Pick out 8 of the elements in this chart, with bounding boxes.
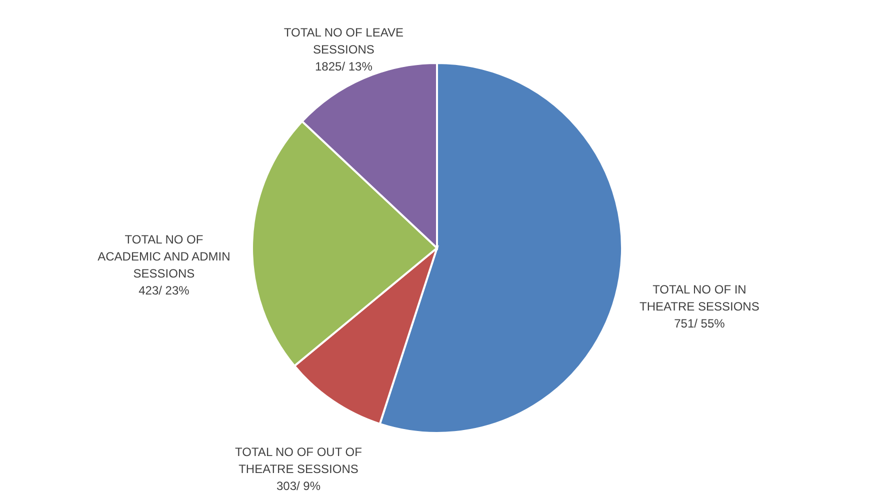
- data-label: 303/ 9%: [276, 478, 321, 493]
- slice-label: TOTAL NO OF IN THEATRE SESSIONS: [640, 282, 760, 314]
- data-label: 751/ 55%: [674, 316, 726, 331]
- slice-label: TOTAL NO OF ACADEMIC AND ADMIN SESSIONS: [98, 232, 230, 280]
- slice-label: TOTAL NO OF OUT OF THEATRE SESSIONS: [235, 444, 362, 476]
- data-label: 1825/ 13%: [314, 59, 373, 74]
- slice-label: TOTAL NO OF LEAVE SESSIONS: [284, 25, 404, 56]
- data-label: 423/ 23%: [138, 283, 190, 298]
